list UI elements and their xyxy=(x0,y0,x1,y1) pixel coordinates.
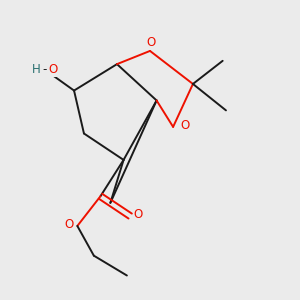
Text: H: H xyxy=(32,63,40,76)
Text: -: - xyxy=(42,63,46,76)
Text: O: O xyxy=(134,208,143,221)
Text: O: O xyxy=(48,63,57,76)
Text: O: O xyxy=(146,36,155,49)
Text: O: O xyxy=(64,218,74,231)
Text: O: O xyxy=(180,119,189,132)
